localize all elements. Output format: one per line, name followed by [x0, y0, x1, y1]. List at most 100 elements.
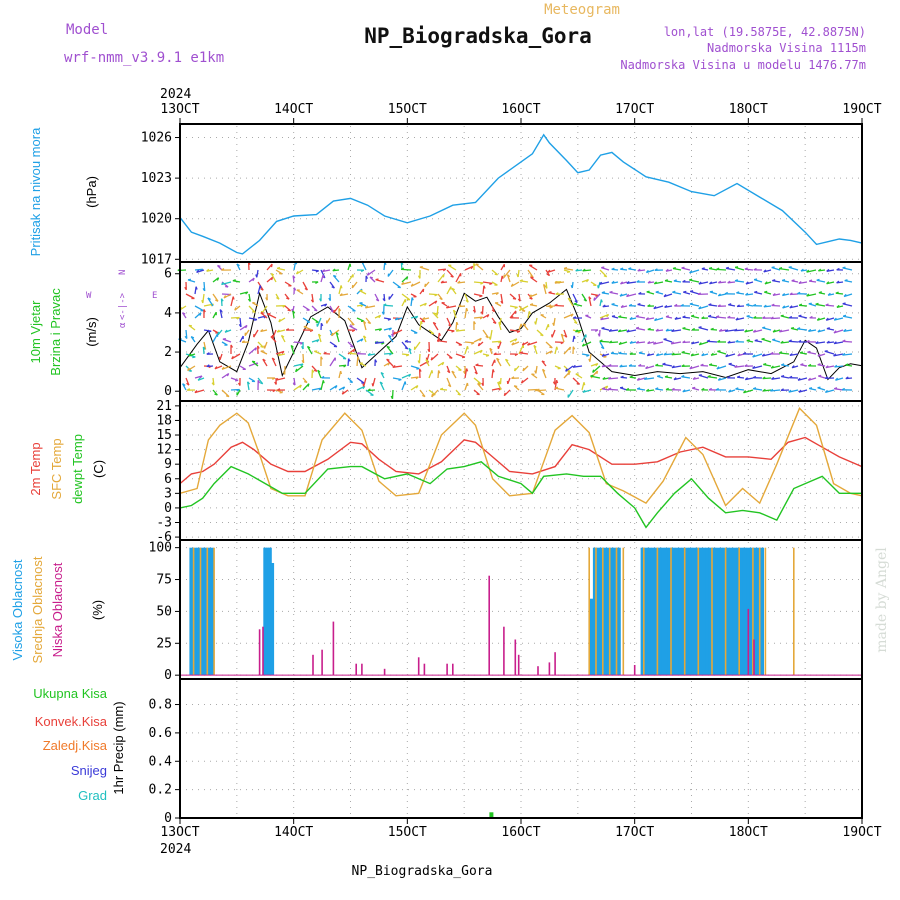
wind-arrow-head [626, 329, 630, 333]
wind-arrow-head [476, 393, 480, 396]
wind-arrow-head [746, 339, 750, 342]
wind-arrow-head [800, 363, 804, 366]
year-label-bottom: 2024 [160, 842, 191, 857]
wind-arrow-head [316, 339, 320, 343]
wind-arrow-head [574, 300, 578, 304]
wind-arrow-head [570, 284, 573, 289]
bar-niska-oblacnost [517, 654, 520, 676]
wind-arrow [708, 315, 718, 319]
wind-arrow-head [301, 345, 304, 350]
wind-arrow [491, 387, 502, 391]
wind-arrow-head [378, 328, 383, 332]
wind-arrow-head [761, 337, 765, 340]
wind-arrow [317, 370, 322, 379]
bar-visoka-oblacnost [667, 547, 672, 676]
wind-arrow [654, 317, 664, 322]
wind-arrow-head [737, 353, 741, 357]
wind-arrow-head [606, 314, 610, 318]
wind-arrow-head [728, 303, 732, 306]
wind-arrow-head [601, 266, 605, 269]
wind-arrow-head [473, 321, 476, 325]
bar-srednja-oblacnost [199, 547, 202, 676]
bar-visoka-oblacnost [749, 547, 754, 676]
wind-arrow [725, 267, 736, 271]
wind-arrow [527, 388, 538, 391]
wind-arrow-head [770, 316, 774, 320]
bar-srednja-oblacnost [758, 547, 761, 676]
wind-arrow [563, 267, 574, 271]
y-tick-label: 15 [156, 428, 172, 443]
wind-arrow [834, 317, 844, 321]
wind-arrow-head [724, 291, 729, 295]
wind-arrow-head [745, 292, 749, 296]
wind-arrow-head [817, 329, 821, 333]
wind-arrow-head [282, 305, 286, 308]
wind-arrow [239, 317, 242, 327]
wind-arrow-head [394, 317, 398, 321]
wind-arrow [533, 345, 538, 355]
meteogram-heading: Meteogram [544, 2, 620, 18]
wind-arrow-head [628, 267, 632, 270]
wind-arrow-head [421, 320, 425, 323]
wind-arrow [536, 389, 547, 392]
wind-arrow [401, 381, 406, 391]
wind-arrow-head [466, 382, 469, 387]
wind-arrow-head [608, 364, 612, 367]
wind-arrow-head [333, 274, 337, 278]
wind-arrow-head [486, 314, 490, 318]
bar-niska-oblacnost [417, 657, 420, 676]
wind-arrow-head [797, 291, 801, 295]
wind-arrow [635, 327, 646, 331]
wind-arrow-head [602, 304, 606, 308]
wind-arrow-head [225, 395, 230, 398]
wind-arrow-head [736, 304, 740, 308]
wind-arrow [806, 293, 817, 297]
wind-arrow [500, 293, 504, 304]
bar-visoka-oblacnost [644, 547, 648, 676]
wind-arrow-head [826, 268, 830, 272]
wind-arrow-head [512, 297, 517, 300]
model-label: Model [66, 22, 108, 38]
wind-arrow-head [752, 329, 757, 333]
wind-arrow-head [638, 363, 642, 367]
wind-arrow-head [842, 339, 846, 342]
wind-arrow-head [493, 352, 497, 356]
wind-arrow-head [505, 358, 509, 362]
wind-arrow [770, 389, 781, 392]
wind-arrow-head [451, 287, 455, 291]
y-tick-label: 1020 [141, 212, 172, 227]
wind-arrow-head [709, 281, 713, 285]
wind-arrow [626, 293, 637, 298]
wind-arrow-head [479, 316, 483, 320]
lonlat-label: lon,lat (19.5875E, 42.8875N) [664, 25, 866, 39]
wind-arrow-head [835, 377, 839, 381]
wind-arrow-head [770, 365, 774, 369]
wind-arrow-head [717, 304, 721, 307]
wind-arrow-head [480, 282, 484, 285]
wind-arrow-head [465, 299, 469, 303]
wind-arrow-head [236, 388, 240, 392]
wind-arrow-head [736, 291, 740, 294]
wind-arrow-head [647, 280, 651, 284]
wind-arrow [744, 329, 754, 333]
bar-visoka-oblacnost [654, 547, 659, 676]
wind-arrow [590, 375, 601, 379]
wind-arrow-head [572, 316, 577, 319]
wind-arrow [363, 377, 367, 387]
wind-arrow-head [214, 366, 218, 370]
wind-arrow-head [392, 364, 396, 368]
wind-arrow-head [833, 317, 837, 321]
wind-arrow [221, 281, 232, 286]
wind-arrow [843, 329, 853, 332]
bar-visoka-oblacnost [647, 547, 652, 676]
y-tick-label: 50 [156, 604, 172, 619]
bar-visoka-oblacnost [616, 547, 621, 676]
wind-arrow-head [320, 322, 324, 327]
wind-arrow-head [236, 263, 240, 267]
wind-arrow-head [519, 351, 523, 354]
wind-arrow-head [196, 269, 200, 273]
wind-arrow-head [583, 382, 586, 386]
wind-arrow-head [655, 353, 660, 357]
wind-arrow-head [735, 317, 739, 321]
x-tick-label-top: 15OCT [388, 102, 427, 117]
